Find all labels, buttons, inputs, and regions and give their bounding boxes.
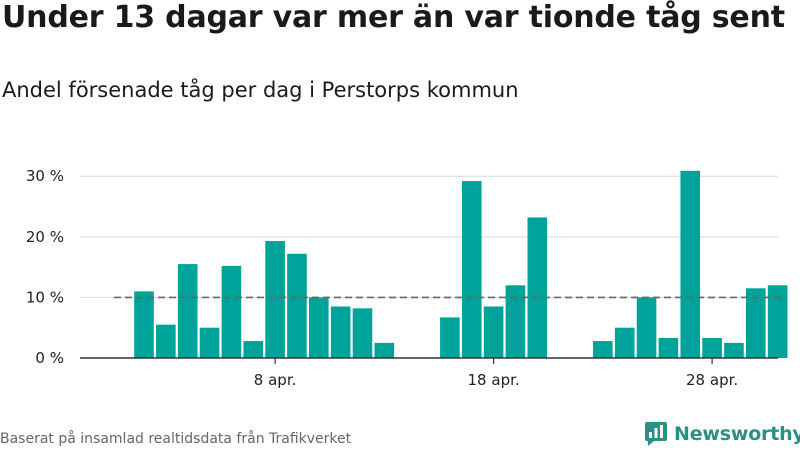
x-tick-label: 8 apr. (254, 371, 297, 389)
bar (221, 265, 242, 358)
bar (724, 342, 744, 358)
bar (483, 306, 504, 358)
y-tick-label: 30 % (26, 167, 64, 185)
x-tick-label: 28 apr. (686, 371, 738, 389)
bar (265, 241, 285, 358)
source-note: Baserat på insamlad realtidsdata från Tr… (0, 431, 352, 447)
newsworthy-logo: Newsworthy (644, 420, 800, 448)
bar (287, 253, 307, 358)
bar (352, 308, 373, 358)
bar (177, 264, 198, 358)
newsworthy-logo-icon (645, 422, 667, 446)
bar (658, 338, 679, 358)
y-tick-label: 20 % (26, 228, 64, 246)
bar (134, 291, 154, 358)
bar (243, 341, 264, 358)
bar (309, 297, 329, 358)
axes: 0 % 10 % 20 % 30 % 8 apr. 18 apr. 28 apr. (26, 167, 778, 389)
bar (636, 297, 657, 358)
y-tick-label: 10 % (26, 288, 64, 306)
y-tick-label: 0 % (35, 349, 64, 367)
bar (461, 181, 482, 358)
bar (374, 342, 395, 358)
bar (440, 317, 460, 358)
newsworthy-logo-text: Newsworthy (674, 423, 800, 445)
bar (767, 285, 788, 358)
chart-subtitle: Andel försenade tåg per dag i Perstorps … (2, 78, 519, 102)
bar (527, 217, 548, 358)
bar (330, 306, 351, 358)
bar (505, 285, 526, 358)
bar (614, 327, 635, 358)
bar (593, 341, 613, 358)
bar (746, 288, 766, 358)
bar (702, 338, 722, 358)
bars (134, 170, 788, 358)
bar (680, 170, 701, 358)
bar (156, 324, 176, 358)
x-tick-label: 18 apr. (468, 371, 520, 389)
bar (199, 327, 220, 358)
chart-title: Under 13 dagar var mer än var tionde tåg… (2, 0, 785, 35)
